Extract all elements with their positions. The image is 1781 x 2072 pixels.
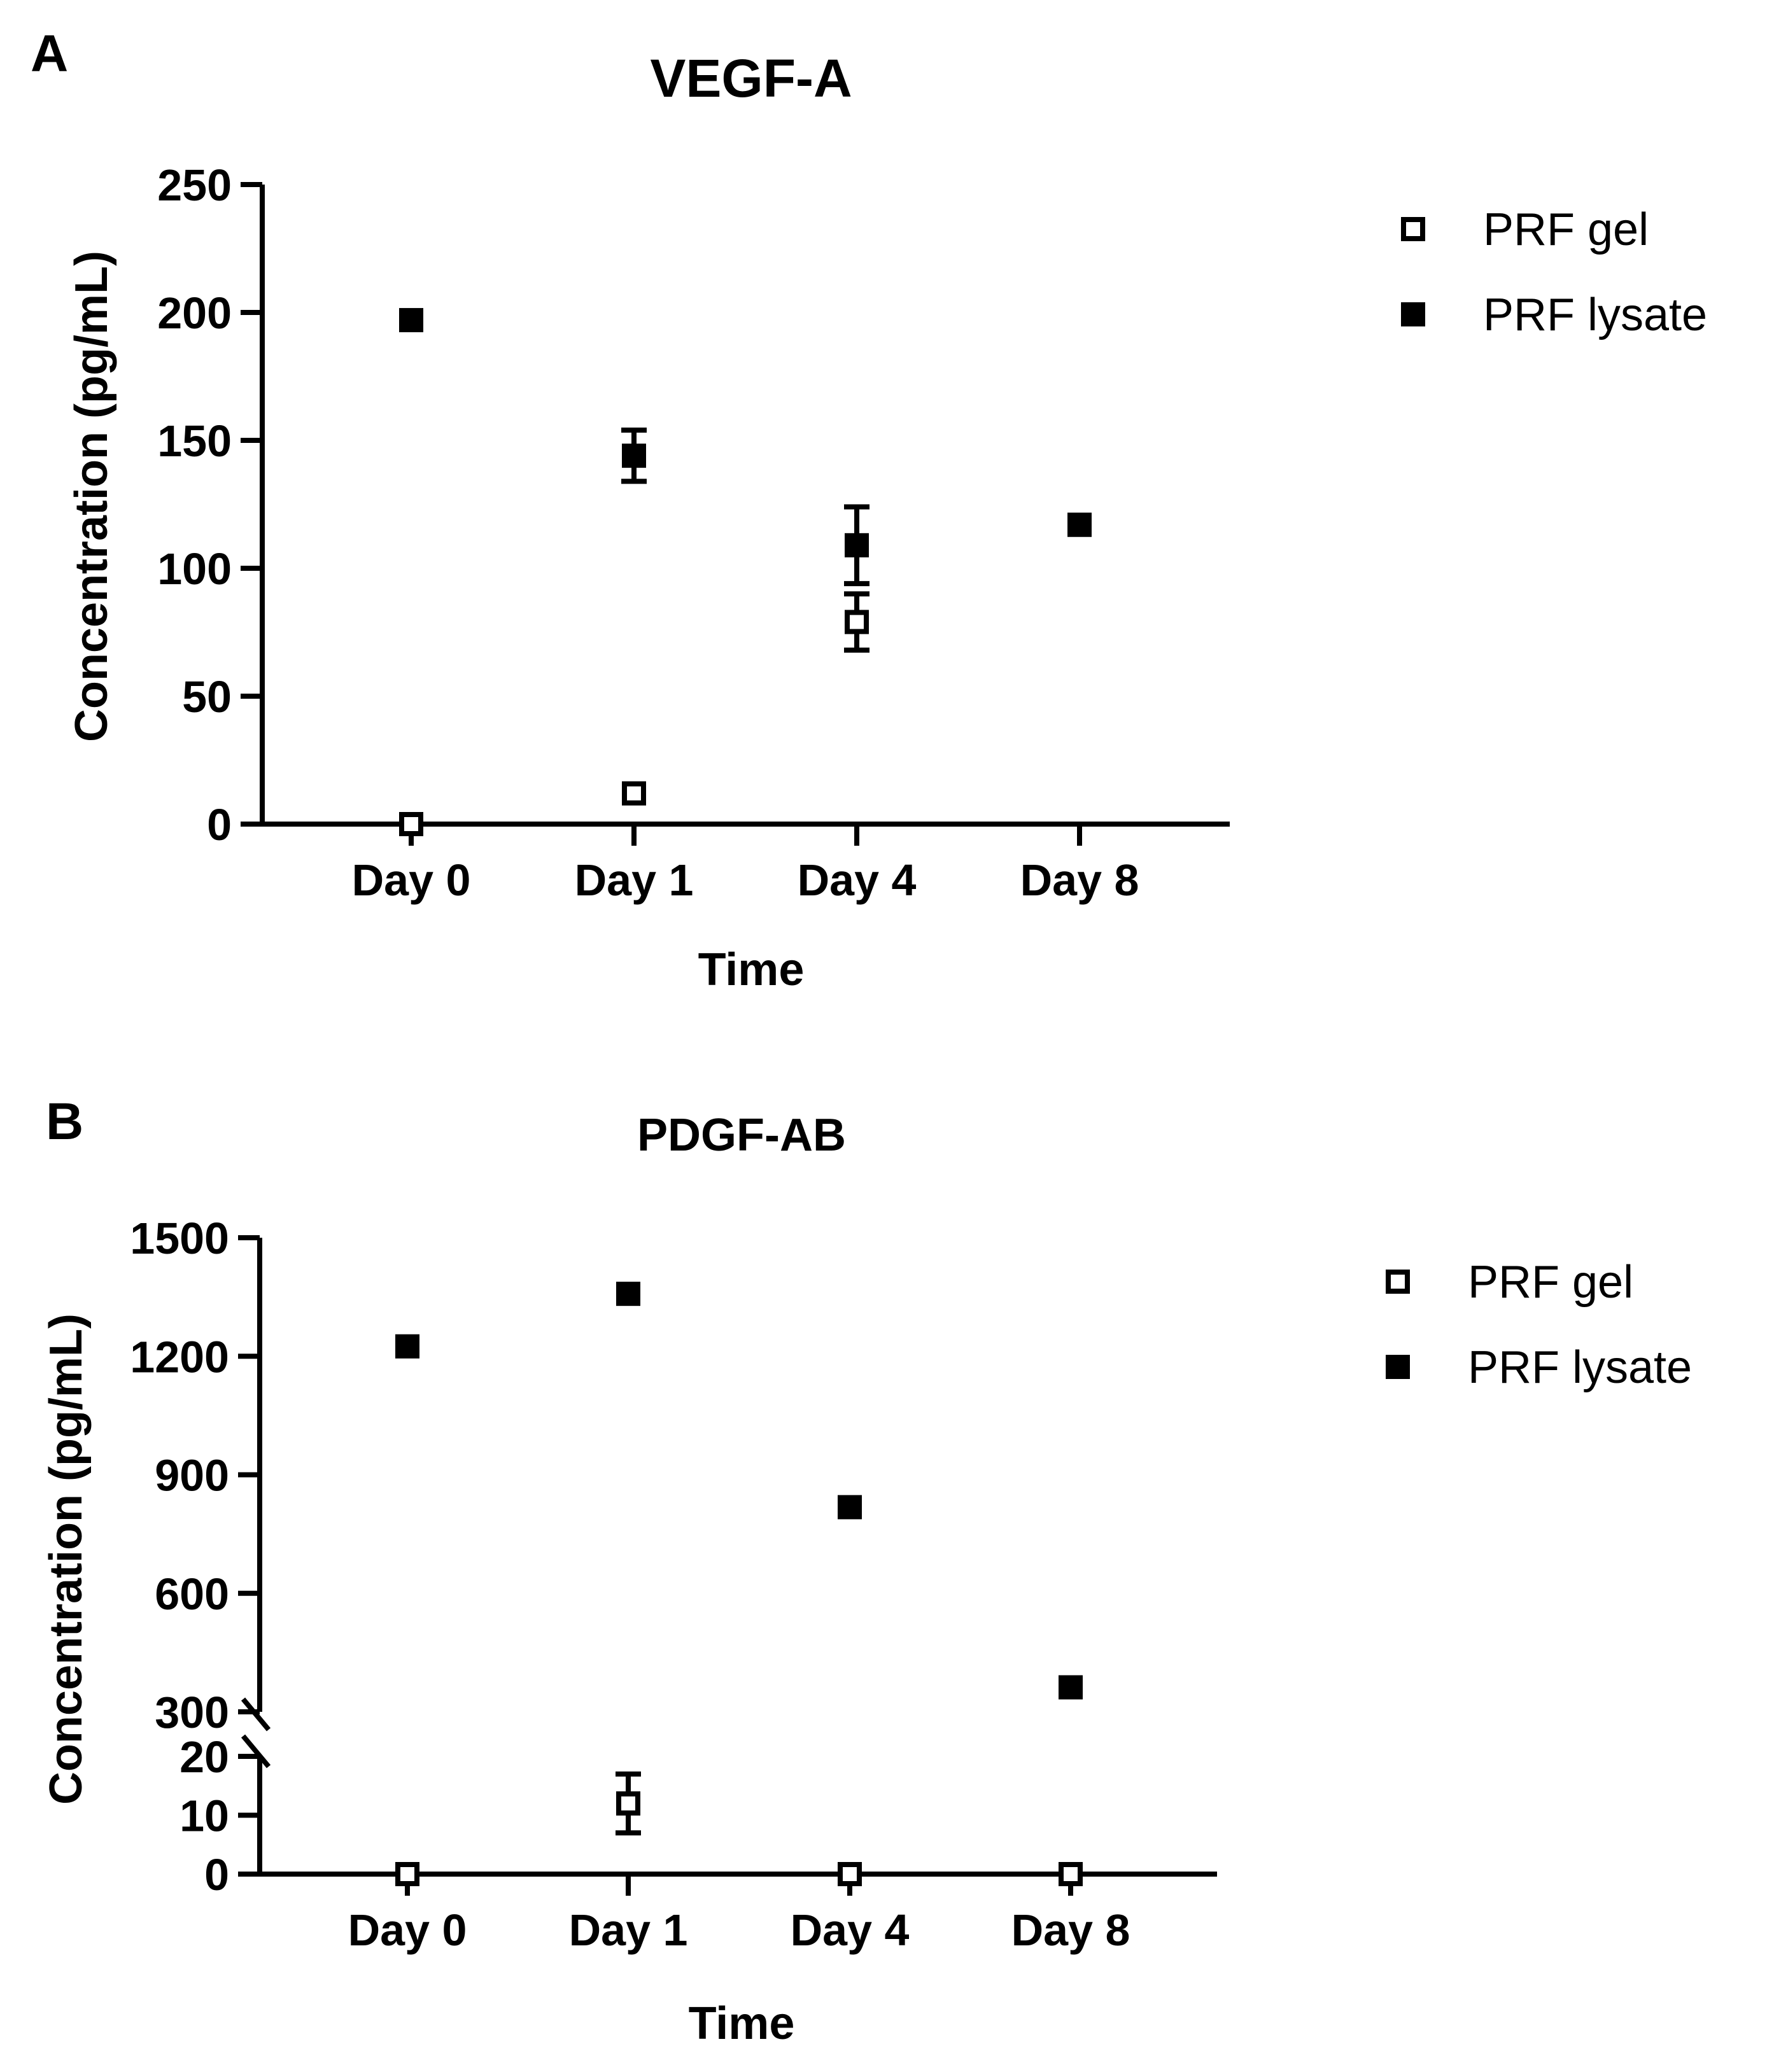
panel-a-data-marks — [399, 308, 1092, 836]
y-tick-label: 1200 — [130, 1332, 229, 1382]
panel-b-data-marks — [395, 1282, 1083, 1886]
data-point-prf-lysate — [1067, 512, 1092, 537]
panel-a-y-tick-labels: 0 50 100 150 200 250 — [157, 160, 232, 850]
data-point-prf-lysate — [845, 533, 869, 557]
y-tick-label: 10 — [180, 1791, 229, 1841]
panel-a-y-axis-label: Concentration (pg/mL) — [66, 251, 117, 742]
panel-a-legend: PRF gel PRF lysate — [1401, 204, 1707, 340]
panel-b-label: B — [46, 1093, 83, 1151]
data-point-prf-gel — [622, 781, 646, 806]
y-tick-label: 1500 — [130, 1214, 229, 1263]
x-tick-label: Day 4 — [798, 855, 917, 905]
y-tick-label: 0 — [207, 800, 232, 850]
data-point-prf-gel — [395, 1862, 419, 1886]
y-tick-label: 20 — [180, 1732, 229, 1782]
data-point-prf-lysate — [616, 1282, 640, 1306]
x-tick-label: Day 8 — [1011, 1905, 1130, 1955]
panel-b-legend: PRF gel PRF lysate — [1386, 1257, 1692, 1393]
data-point-prf-gel — [838, 1862, 862, 1886]
x-tick-label: Day 0 — [352, 855, 471, 905]
y-tick-label: 150 — [157, 416, 232, 466]
panel-b-y-axis-label: Concentration (pg/mL) — [41, 1313, 92, 1805]
data-point-prf-gel — [616, 1791, 640, 1816]
legend-marker-prf-lysate — [1386, 1355, 1410, 1379]
y-tick-label: 250 — [157, 160, 232, 210]
y-tick-label: 900 — [155, 1451, 229, 1501]
legend-label-prf-gel: PRF gel — [1468, 1257, 1633, 1308]
data-point-prf-gel — [399, 812, 423, 836]
x-tick-label: Day 1 — [569, 1905, 688, 1955]
legend-label-prf-lysate: PRF lysate — [1483, 290, 1707, 340]
legend-marker-prf-lysate — [1401, 302, 1425, 326]
y-tick-label: 50 — [182, 672, 232, 722]
panel-a-x-axis-label: Time — [698, 944, 805, 995]
y-tick-label: 100 — [157, 544, 232, 594]
data-point-prf-lysate — [622, 444, 646, 468]
y-tick-label: 0 — [204, 1850, 229, 1900]
data-point-prf-gel — [1059, 1862, 1083, 1886]
panel-a-label: A — [31, 25, 68, 83]
panel-a-title: VEGF-A — [650, 48, 852, 108]
panel-b-x-tick-labels: Day 0 Day 1 Day 4 Day 8 — [348, 1905, 1130, 1955]
x-tick-label: Day 4 — [791, 1905, 910, 1955]
axis-break-mark-lower — [241, 1734, 271, 1768]
data-point-prf-lysate — [399, 308, 423, 333]
legend-label-prf-gel: PRF gel — [1483, 204, 1649, 255]
y-tick-label: 200 — [157, 288, 232, 338]
x-tick-label: Day 8 — [1020, 855, 1139, 905]
legend-marker-prf-gel — [1386, 1270, 1410, 1294]
data-point-prf-lysate — [395, 1334, 419, 1359]
panel-b-x-axis-label: Time — [689, 1998, 795, 2049]
legend-marker-prf-gel — [1401, 217, 1425, 241]
y-tick-label: 600 — [155, 1569, 229, 1619]
panel-a-x-tick-labels: Day 0 Day 1 Day 4 Day 8 — [352, 855, 1139, 905]
legend-label-prf-lysate: PRF lysate — [1468, 1342, 1692, 1393]
x-tick-label: Day 0 — [348, 1905, 467, 1955]
data-point-prf-lysate — [838, 1495, 862, 1520]
data-point-prf-gel — [845, 610, 869, 634]
data-point-prf-lysate — [1059, 1675, 1083, 1700]
panel-a-vegf: A VEGF-A 0 50 100 150 200 250 Day 0 Day 1 Day 4… — [31, 25, 1707, 995]
y-tick-label: 300 — [155, 1688, 229, 1737]
x-tick-label: Day 1 — [575, 855, 694, 905]
panel-b-title: PDGF-AB — [637, 1110, 846, 1161]
